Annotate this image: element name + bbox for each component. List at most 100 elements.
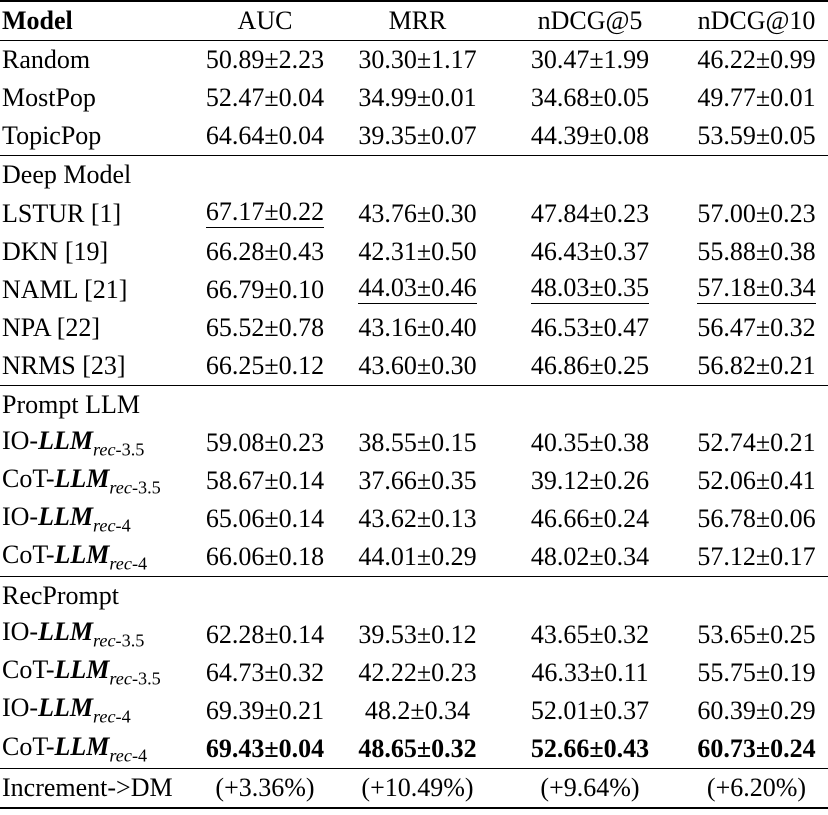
model-prefix: CoT- [2,655,55,685]
underlined-value: 57.18±0.34 [697,273,816,304]
metric-value: 58.67±0.14 [205,466,325,496]
section-row-recprompt: RecPrompt [0,577,828,616]
col-header-mrr: MRR [340,1,495,42]
metric-value: 66.79±0.10 [205,274,325,304]
metric-value: 46.43±0.37 [530,236,650,266]
model-core: LLM [54,731,110,761]
metric-value: 60.39±0.29 [697,695,816,725]
model-name: CoT-LLMrec-3.5 [0,654,190,692]
increment-row: Increment->DM (+3.36%) (+10.49%) (+9.64%… [0,768,828,808]
increment-value: (+6.20%) [706,772,807,802]
metric-value: 57.18±0.34 [685,271,828,309]
model-sub-rest: -4 [131,744,148,765]
metric-value: 66.06±0.18 [190,538,340,578]
model-sub-italic: rec [109,477,132,498]
col-header-auc: AUC [190,1,340,42]
metric-value-best: 69.43±0.04 [190,729,340,769]
model-sub-italic: rec [92,515,116,536]
model-name: IO-LLMrec-3.5 [0,616,190,654]
metric-value: 69.39±0.21 [205,695,325,725]
model-sub-italic: rec [109,668,132,689]
model-name: Random [2,45,91,75]
underlined-value: 67.17±0.22 [205,197,325,228]
metric-value: 52.74±0.21 [697,428,816,458]
metric-value: 66.28±0.43 [205,236,325,266]
metric-value: 39.53±0.12 [358,619,477,649]
metric-value: 48.03±0.35 [495,271,685,309]
model-prefix: IO- [2,693,39,723]
metric-value: 57.12±0.17 [685,538,828,578]
model-subscript: rec-4 [93,707,131,727]
underlined-value: 48.03±0.35 [530,273,650,304]
metric-value: 34.99±0.01 [358,83,477,113]
metric-value: 43.16±0.40 [358,312,477,342]
metric-value: 34.68±0.05 [530,83,650,113]
metric-value: 43.62±0.13 [358,504,477,534]
model-sub-rest: -4 [131,553,148,574]
metric-value: 55.88±0.38 [697,236,816,266]
model-name: TopicPop [0,117,190,157]
model-prefix: IO- [2,617,39,647]
model-sub-italic: rec [109,744,132,765]
metric-value: 44.03±0.46 [340,271,495,309]
model-sub-italic: rec [109,553,132,574]
metric-value: 49.77±0.01 [697,83,816,113]
model-name: IO-LLMrec-3.5 [0,424,190,462]
model-name: NPA [22] [2,312,101,342]
model-core: LLM [54,540,110,570]
model-name: IO-LLMrec-4 [0,692,190,730]
table-row-dkn: DKN [19] 66.28±0.43 42.31±0.50 46.43±0.3… [0,233,828,271]
metric-value: 56.82±0.21 [685,346,828,386]
model-sub-rest: -4 [115,515,131,536]
metric-value: 30.30±1.17 [358,45,477,75]
table-row-cot-llm-35: CoT-LLMrec-3.5 58.67±0.14 37.66±0.35 39.… [0,462,828,500]
model-sub-rest: -3.5 [131,668,161,689]
metric-value: 39.12±0.26 [530,466,650,496]
model-subscript: rec-4 [109,745,147,765]
model-name: CoT-LLMrec-4 [0,538,190,578]
section-header: Deep Model [2,160,132,190]
model-name: LSTUR [1] [2,198,122,228]
metric-value: 42.31±0.50 [358,236,477,266]
col-header-ndcg5: nDCG@5 [495,1,685,42]
section-header: RecPrompt [2,581,119,611]
table-row-lstur: LSTUR [1] 67.17±0.22 43.76±0.30 47.84±0.… [0,194,828,232]
table-row-rec-cot-llm-35: CoT-LLMrec-3.5 64.73±0.32 42.22±0.23 46.… [0,654,828,692]
model-sub-italic: rec [92,706,116,727]
model-prefix: CoT- [2,463,55,493]
model-sub-rest: -4 [115,706,131,727]
metric-value: 66.25±0.12 [190,346,340,386]
table-row-rec-cot-llm-4-best: CoT-LLMrec-4 69.43±0.04 48.65±0.32 52.66… [0,729,828,769]
increment-value: (+3.36%) [215,772,315,802]
model-core: LLM [38,617,93,647]
model-name: NAML [21] [2,274,128,304]
col-header-ndcg10: nDCG@10 [685,1,828,42]
table-row-npa: NPA [22] 65.52±0.78 43.16±0.40 46.53±0.4… [0,309,828,347]
metric-value: 48.2±0.34 [364,695,471,725]
model-subscript: rec-3.5 [109,669,160,689]
metric-value: 62.28±0.14 [205,619,325,649]
table-row-io-llm-35: IO-LLMrec-3.5 59.08±0.23 38.55±0.15 40.3… [0,424,828,462]
metric-value: 46.53±0.47 [530,312,650,342]
increment-value: (+10.49%) [361,772,474,802]
metric-value: 40.35±0.38 [530,428,650,458]
model-prefix: IO- [2,425,39,455]
metric-value: 64.73±0.32 [205,657,325,687]
model-name: CoT-LLMrec-3.5 [0,462,190,500]
metric-value: 37.66±0.35 [358,466,477,496]
underlined-value: 44.03±0.46 [358,273,477,304]
metric-value: 67.17±0.22 [190,194,340,232]
table-row-naml: NAML [21] 66.79±0.10 44.03±0.46 48.03±0.… [0,271,828,309]
model-name: DKN [19] [2,236,109,266]
metric-value: 52.01±0.37 [530,695,650,725]
section-row-prompt-llm: Prompt LLM [0,385,828,424]
metric-value: 57.00±0.23 [697,198,816,228]
table-row-cot-llm-4: CoT-LLMrec-4 66.06±0.18 44.01±0.29 48.02… [0,538,828,578]
metric-value: 52.06±0.41 [697,466,816,496]
table-row-topicpop: TopicPop 64.64±0.04 39.35±0.07 44.39±0.0… [0,117,828,157]
metric-value: 43.65±0.32 [530,619,650,649]
section-row-deep-model: Deep Model [0,156,828,195]
metric-value: 65.52±0.78 [205,312,325,342]
metric-value-best: 52.66±0.43 [495,729,685,769]
